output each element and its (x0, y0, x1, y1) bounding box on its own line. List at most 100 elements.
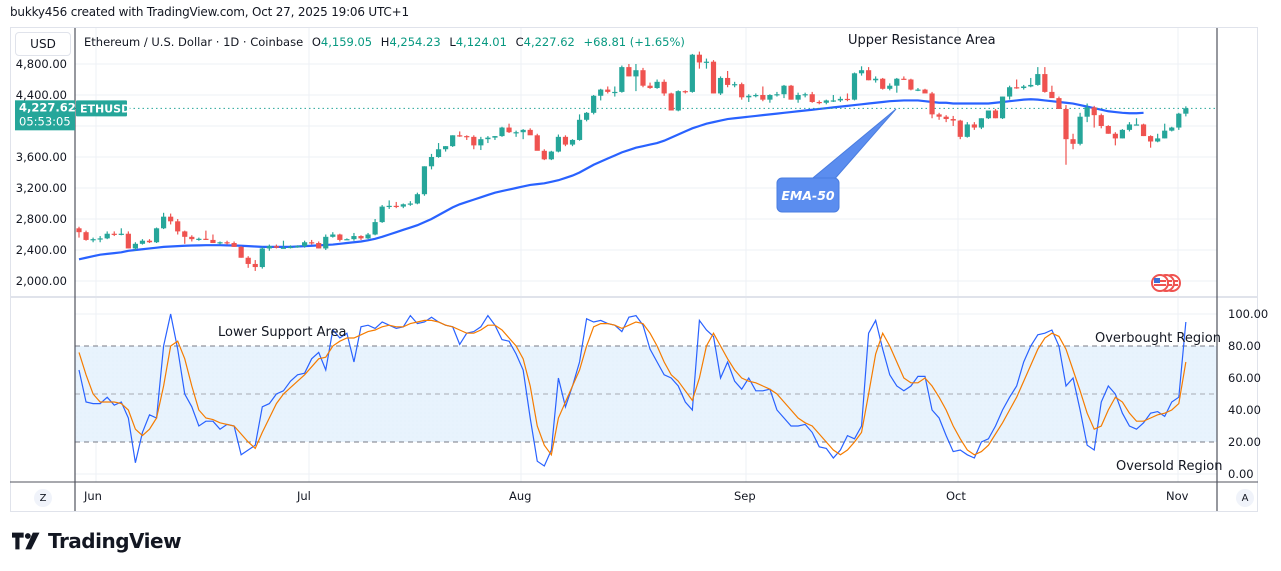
candle (809, 91, 815, 103)
candle (901, 76, 907, 80)
candle (1021, 84, 1027, 90)
candle (1183, 106, 1189, 117)
candle (111, 231, 117, 237)
candle (513, 130, 519, 137)
candle (421, 166, 428, 196)
ema-callout-box (776, 177, 840, 213)
candle (1035, 67, 1041, 86)
currency-button[interactable]: USD (15, 32, 71, 56)
candle (950, 115, 956, 126)
candle (161, 212, 167, 230)
candle (1169, 126, 1175, 132)
candlestick-series (76, 51, 1189, 271)
open-value: 4,159.05 (320, 35, 373, 49)
candle (210, 234, 216, 244)
candle (83, 230, 89, 241)
candle (457, 131, 463, 137)
zoom-reset-button[interactable]: Z (34, 489, 52, 507)
candle (231, 241, 237, 247)
symbol-description[interactable]: Ethereum / U.S. Dollar · 1D · Coinbase (84, 35, 304, 49)
candle (217, 241, 223, 245)
candle (259, 246, 265, 269)
ema-callout-label: EMA-50 (781, 188, 835, 203)
candle (1133, 118, 1140, 126)
candle (725, 70, 731, 88)
candle (985, 110, 992, 120)
axes: 2,000.00 2,400.00 2,800.00 3,200.00 3,600.00… (10, 28, 1268, 511)
candle (929, 91, 935, 119)
candle (414, 192, 420, 205)
candle (527, 128, 533, 136)
candle (1148, 135, 1154, 148)
candle (1084, 103, 1090, 123)
price-tick: 3,200.00 (16, 181, 67, 195)
candle (330, 232, 336, 238)
candle (139, 239, 146, 245)
price-tick: 4,800.00 (16, 57, 67, 71)
candle (619, 65, 625, 93)
candle (633, 64, 639, 92)
candle (753, 93, 759, 98)
time-tick: Aug (509, 489, 531, 503)
low-value: 4,124.01 (455, 35, 507, 49)
candle (379, 205, 385, 223)
candle (873, 76, 879, 83)
candle (76, 226, 82, 238)
candle (464, 135, 470, 140)
candle (1042, 67, 1048, 93)
candle (196, 237, 202, 241)
candle (880, 77, 886, 90)
chart-credit: bukky456 created with TradingView.com, O… (10, 5, 409, 19)
candle (922, 88, 928, 94)
candle (499, 126, 505, 137)
candle (280, 240, 287, 249)
candle (908, 78, 914, 91)
time-tick: Nov (1166, 489, 1189, 503)
price-tick: 4,400.00 (16, 88, 67, 102)
candle (668, 92, 674, 111)
candle (344, 238, 350, 241)
tradingview-logo[interactable]: TradingView (12, 529, 182, 553)
candle (506, 123, 512, 133)
us-flag-event-icons[interactable] (1151, 274, 1181, 292)
candle (1126, 122, 1133, 132)
stoch-tick: 80.00 (1228, 339, 1261, 353)
candle (97, 236, 103, 243)
candle (612, 86, 618, 97)
candle (710, 60, 717, 94)
candle (358, 235, 364, 240)
candle (450, 135, 456, 147)
candle (626, 64, 632, 77)
tradingview-logo-icon (12, 532, 40, 550)
candle (407, 201, 413, 206)
stoch-tick: 0.00 (1228, 467, 1254, 481)
candle (393, 201, 399, 209)
candle (654, 79, 660, 89)
price-tick: 2,000.00 (16, 274, 67, 288)
candle (400, 203, 406, 209)
candle (1007, 85, 1013, 100)
auto-scale-button[interactable]: A (1236, 489, 1254, 507)
candle (802, 92, 808, 98)
candle (781, 84, 787, 99)
candle (696, 51, 702, 69)
candle (534, 133, 540, 151)
oversold-label: Oversold Region (1116, 459, 1223, 474)
low-label: L (449, 35, 456, 49)
candle (273, 244, 279, 249)
candle (739, 82, 745, 100)
candle (915, 88, 921, 92)
candle (562, 135, 569, 147)
candle (675, 90, 681, 112)
candle (957, 119, 963, 140)
close-value: 4,227.62 (523, 35, 575, 49)
candle (746, 94, 752, 102)
candle (591, 95, 597, 115)
candle (844, 93, 851, 102)
candle (386, 200, 392, 209)
candle (245, 256, 251, 268)
candle (471, 135, 477, 150)
candle (435, 143, 442, 158)
candle (1070, 133, 1076, 150)
